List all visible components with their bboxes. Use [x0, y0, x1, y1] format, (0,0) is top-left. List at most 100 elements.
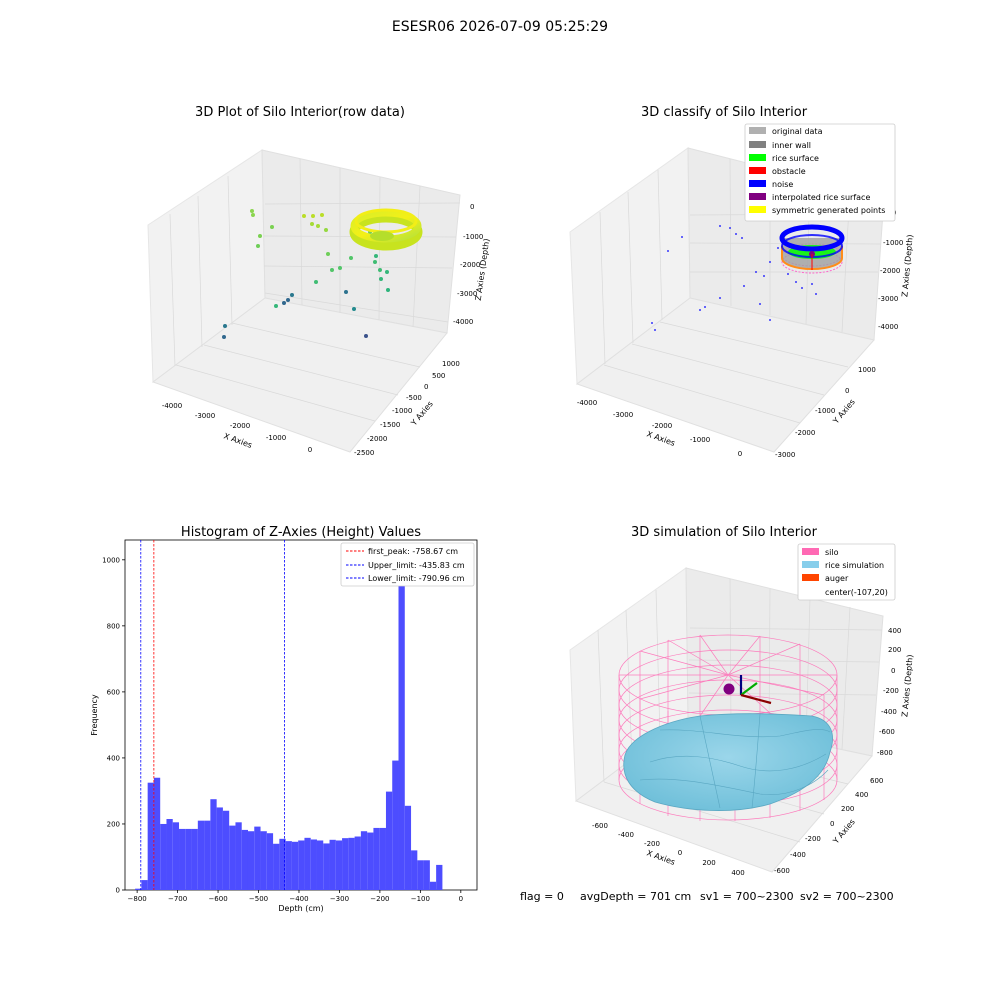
histogram-bar — [417, 860, 424, 890]
histogram-bar — [166, 819, 173, 890]
auger-marker — [723, 675, 772, 705]
histogram-bar — [404, 805, 412, 890]
histogram-bar — [273, 843, 280, 890]
tick-label: -800 — [877, 749, 893, 757]
tick-label: 500 — [432, 372, 445, 380]
histogram-bar — [298, 840, 305, 890]
histogram-bar — [360, 831, 368, 890]
tick-label: -600 — [879, 728, 895, 736]
histogram-bar — [329, 839, 336, 890]
classify-x-ticks: -4000 -3000 -2000 -1000 0 — [577, 399, 742, 458]
panel-raw-title: 3D Plot of Silo Interior(row data) — [195, 105, 405, 120]
tick-label: 200 — [702, 859, 715, 867]
legend-inner-wall: inner wall — [772, 141, 811, 150]
histogram-bar — [411, 850, 418, 890]
histogram-bar — [291, 841, 299, 890]
tick-label: -3000 — [775, 451, 795, 459]
tick-label: -3000 — [195, 412, 215, 420]
histogram-bar — [147, 782, 154, 890]
histogram-bar — [247, 831, 255, 890]
raw-z-label: Z Axies (Depth) — [474, 238, 492, 301]
tick-label: -2000 — [880, 267, 900, 275]
tick-label: 0 — [424, 383, 428, 391]
classify-legend: original data inner wall rice surface ob… — [744, 123, 896, 222]
histogram-bar — [179, 828, 186, 890]
histogram-bar — [429, 881, 437, 890]
histogram-bar — [216, 807, 223, 890]
histogram-bar — [285, 841, 292, 890]
histogram-bar — [335, 840, 343, 890]
pane-floor — [151, 297, 448, 453]
tick-label: 400 — [855, 791, 868, 799]
tick-label: -1500 — [380, 421, 400, 429]
histogram-bar — [153, 777, 161, 890]
panel-classify-title: 3D classify of Silo Interior — [641, 105, 808, 120]
legend-swatch — [749, 180, 766, 187]
y-tick-label: 1000 — [102, 556, 120, 564]
legend-swatch — [749, 167, 766, 174]
footer-avg-depth: avgDepth = 701 cm — [580, 890, 691, 903]
legend-obstacle: obstacle — [772, 167, 806, 176]
rice-surface — [623, 713, 833, 811]
y-tick-label: 600 — [107, 688, 120, 696]
x-tick-label: −200 — [370, 895, 389, 903]
histogram-bar — [323, 843, 330, 890]
legend-swatch — [749, 193, 766, 200]
histogram-bar — [423, 860, 430, 890]
classify-y-ticks: 1000 0 -1000 -2000 -3000 — [775, 366, 876, 459]
histogram-bar — [160, 823, 167, 890]
tick-label: 0 — [308, 446, 312, 454]
x-tick-label: 0 — [459, 895, 463, 903]
histogram-bar — [141, 880, 148, 890]
histogram-bar — [229, 825, 236, 890]
panel-classify-3d: 3D classify of Silo Interior — [569, 105, 915, 459]
histogram-x-label: Depth (cm) — [278, 904, 323, 913]
legend-interpolated: interpolated rice surface — [772, 193, 870, 202]
simulation-title: 3D simulation of Silo Interior — [631, 525, 818, 540]
tick-label: -1000 — [392, 407, 412, 415]
raw-x-label: X Axies — [222, 431, 253, 450]
histogram-bar — [304, 837, 311, 890]
tick-label: -1000 — [266, 434, 286, 442]
x-tick-label: −400 — [289, 895, 308, 903]
figure-title: ESESR06 2026-07-09 05:25:29 — [392, 19, 608, 35]
tick-label: -2500 — [354, 449, 374, 457]
tick-label: -2000 — [460, 261, 480, 269]
raw-ring — [349, 208, 423, 251]
histogram-legend: first_peak: -758.67 cm Upper_limit: -435… — [340, 542, 475, 587]
tick-label: -4000 — [577, 399, 597, 407]
simulation-legend: silo rice simulation auger center(-107,2… — [797, 543, 896, 601]
raw-points — [222, 209, 390, 339]
simulation-y-label: Y Axies — [831, 817, 857, 846]
tick-label: -600 — [592, 822, 608, 830]
histogram-bar — [254, 826, 261, 890]
histogram-bar — [379, 827, 386, 890]
histogram-bar — [398, 549, 405, 890]
legend-symmetric: symmetric generated points — [772, 206, 885, 215]
tick-label: 1000 — [858, 366, 876, 374]
tick-label: -600 — [774, 867, 790, 875]
x-tick-label: −500 — [249, 895, 268, 903]
x-tick-label: −800 — [128, 895, 147, 903]
tick-label: -2000 — [795, 429, 815, 437]
histogram-bar — [279, 838, 286, 890]
histogram-bar — [204, 820, 211, 890]
histogram-bars — [135, 549, 443, 890]
tick-label: 200 — [841, 805, 854, 813]
legend-swatch — [802, 561, 819, 568]
histogram-bar — [266, 833, 274, 890]
histogram-bar — [241, 829, 248, 890]
histogram-bar — [210, 799, 217, 890]
tick-label: 200 — [888, 646, 901, 654]
legend-first-peak: first_peak: -758.67 cm — [368, 547, 458, 556]
legend-swatch — [802, 548, 819, 555]
noise-points — [651, 225, 817, 331]
raw-z-ticks: 0 -1000 -2000 -3000 -4000 — [453, 203, 483, 326]
histogram-y-ticks: 0 200 400 600 800 1000 — [102, 556, 125, 895]
panel-histogram: Histogram of Z-Axies (Height) Values −80… — [90, 525, 478, 913]
grid-lines — [169, 158, 461, 422]
histogram-bar — [185, 828, 192, 890]
tick-label: 0 — [470, 203, 474, 211]
y-tick-label: 200 — [107, 820, 120, 828]
tick-label: -1000 — [463, 233, 483, 241]
